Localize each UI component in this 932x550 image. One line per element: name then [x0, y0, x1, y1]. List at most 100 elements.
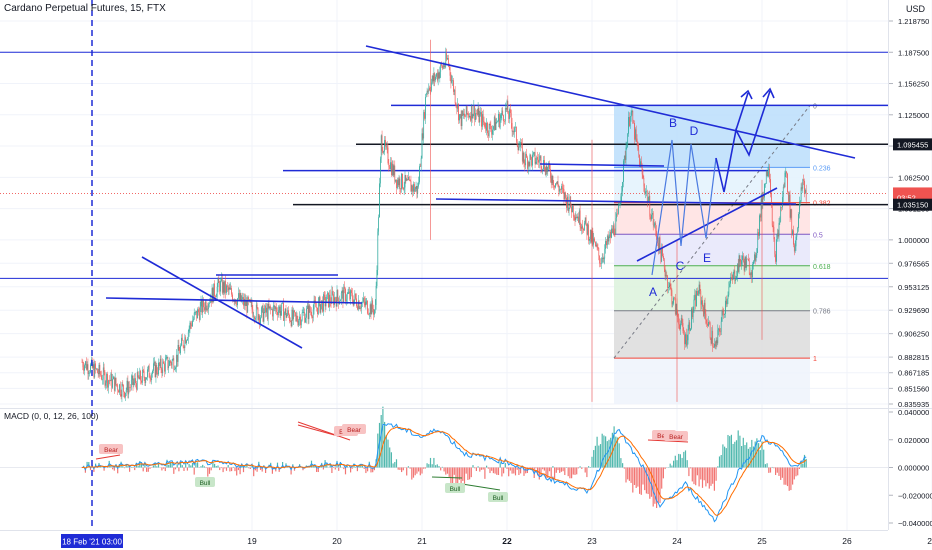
macd-histogram-bar: [786, 467, 789, 487]
macd-histogram-bar: [705, 467, 707, 487]
pattern-label-c: C: [676, 259, 685, 273]
candle-body: [90, 364, 91, 373]
candle-body: [277, 311, 278, 316]
candle-body: [471, 105, 473, 119]
candle-body: [414, 184, 415, 192]
candle-body: [624, 155, 626, 160]
trend-drawings[interactable]: [105, 45, 856, 349]
candle-body: [197, 309, 198, 319]
candle-body: [683, 331, 685, 335]
candle-body: [238, 293, 240, 300]
candle-body: [511, 123, 513, 132]
pattern-label-d: D: [690, 124, 699, 138]
candle-body: [705, 313, 707, 324]
macd-histogram-bar: [608, 439, 610, 468]
candle-body: [164, 360, 166, 372]
candle-body: [162, 361, 164, 374]
macd-axis-label: −0.020000: [898, 491, 932, 500]
candle-body: [646, 190, 648, 203]
candle-body: [547, 167, 549, 172]
candle-body: [774, 239, 776, 255]
candle-body: [568, 207, 570, 212]
candle-body: [468, 113, 470, 118]
candle-body: [764, 183, 765, 198]
macd-histogram-bar: [637, 467, 639, 487]
fib-zone: [614, 265, 810, 311]
trend-line[interactable]: [105, 297, 363, 304]
time-axis-label: 23: [587, 536, 597, 546]
price-tag[interactable]: [893, 198, 932, 211]
macd-histogram-bar: [769, 467, 772, 473]
fib-level-label: 0.5: [813, 232, 823, 239]
candle-body: [371, 300, 373, 315]
candle-body: [436, 73, 437, 77]
trend-line[interactable]: [539, 163, 665, 167]
candle-body: [472, 114, 474, 119]
candle-body: [462, 110, 464, 116]
macd-histogram-bar: [156, 466, 158, 468]
macd-histogram-bar: [378, 422, 381, 468]
candle-body: [598, 247, 600, 256]
macd-histogram-bar: [214, 463, 216, 468]
macd-histogram-bar: [411, 467, 413, 480]
candle-body: [138, 377, 140, 380]
candle-body: [792, 230, 793, 235]
candle-body: [553, 185, 555, 186]
candle-body: [119, 384, 121, 395]
candle-body: [444, 65, 446, 67]
candle-body: [269, 306, 271, 309]
macd-histogram-bar: [227, 465, 229, 468]
currency-label[interactable]: USD: [906, 4, 926, 14]
candle-body: [410, 181, 412, 192]
candle-body: [629, 117, 630, 126]
time-axis[interactable]: 19 20 21 22 23 24 25 26 27: [247, 536, 932, 546]
macd-histogram-bar: [358, 465, 360, 468]
candle-body: [301, 312, 303, 321]
macd-axis[interactable]: 0.040000 0.020000 0.000000 −0.020000 −0.0400…: [889, 408, 932, 528]
candle-body: [200, 300, 202, 307]
candle-body: [499, 113, 500, 128]
arrowhead-icon: [740, 89, 753, 100]
candle-body: [272, 309, 273, 317]
candle-body: [422, 133, 424, 139]
candle-body: [139, 370, 141, 380]
candle-body: [268, 303, 270, 309]
trend-line[interactable]: [636, 187, 778, 262]
abcde-pattern[interactable]: [651, 139, 717, 276]
candle-body: [448, 64, 450, 68]
candle-body: [136, 383, 137, 390]
candle-body: [360, 307, 362, 309]
trend-line[interactable]: [365, 45, 856, 159]
candle-body: [745, 257, 747, 268]
macd-histogram-bar: [463, 467, 466, 486]
candle-body: [149, 377, 151, 379]
macd-title[interactable]: MACD (0, 0, 12, 26, 100): [4, 411, 99, 421]
svg-text:Bear: Bear: [669, 434, 684, 441]
fib-level-label: 0.236: [813, 165, 831, 172]
macd-histogram-bar: [676, 460, 678, 468]
macd-histogram-bar: [606, 441, 608, 468]
candle-body: [376, 270, 378, 286]
macd-histogram-bar: [588, 466, 590, 468]
trend-line[interactable]: [141, 256, 303, 349]
candle-body: [503, 115, 504, 122]
candle-body: [526, 153, 527, 158]
symbol-title[interactable]: Cardano Perpetual Futures, 15, FTX: [4, 3, 166, 14]
projection-path-left[interactable]: [735, 92, 749, 131]
trend-line[interactable]: [435, 198, 797, 205]
candle-body: [111, 373, 113, 388]
price-tag[interactable]: [893, 138, 932, 151]
macd-histogram-bar: [174, 467, 177, 470]
macd-histogram-bar: [117, 467, 119, 474]
macd-histogram-bar: [717, 466, 719, 468]
macd-histogram-bar: [399, 467, 401, 470]
price-axis[interactable]: 1.2187501.1875001.1562501.1250001.093750…: [889, 17, 932, 409]
candle-body: [781, 206, 782, 208]
candle-body: [790, 209, 792, 218]
candle-body: [661, 248, 663, 262]
candle-body: [640, 161, 642, 167]
candle-body: [749, 274, 751, 276]
macd-histogram-bar: [355, 466, 357, 468]
